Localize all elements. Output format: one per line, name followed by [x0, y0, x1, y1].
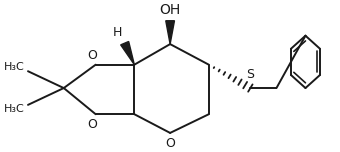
Text: H₃C: H₃C — [3, 62, 24, 73]
Text: H₃C: H₃C — [3, 104, 24, 114]
Polygon shape — [121, 41, 134, 65]
Text: H: H — [113, 26, 122, 39]
Text: S: S — [246, 68, 254, 81]
Text: O: O — [87, 118, 97, 131]
Text: O: O — [165, 137, 175, 150]
Text: O: O — [87, 49, 97, 62]
Polygon shape — [166, 21, 174, 44]
Text: OH: OH — [159, 3, 181, 17]
